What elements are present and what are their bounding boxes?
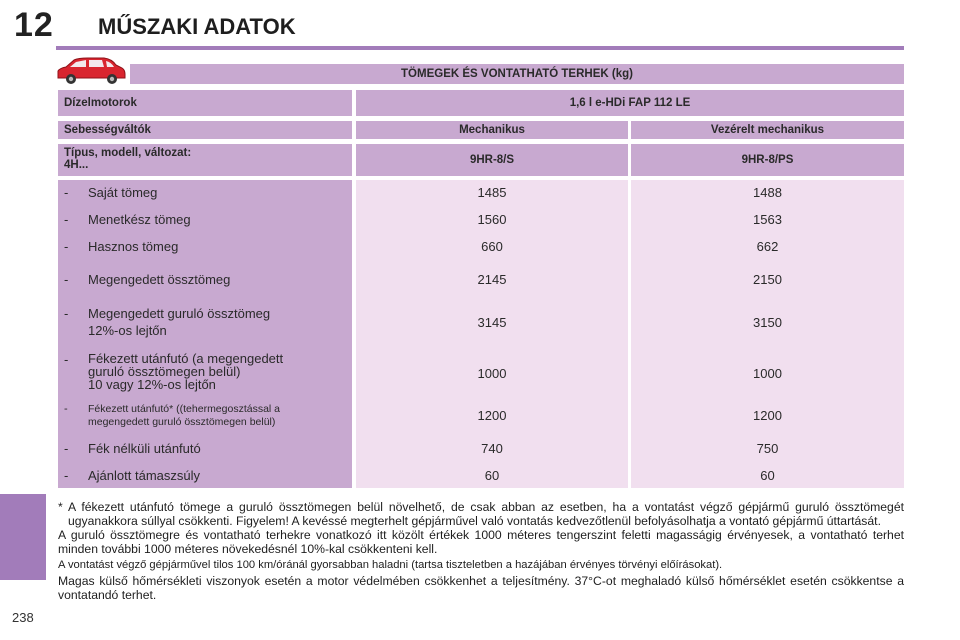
table-row: - Saját tömeg 1485 1488 [58, 185, 904, 201]
row-value-1: 660 [481, 239, 503, 254]
row-dash: - [64, 239, 69, 254]
row-value-2: 750 [756, 441, 779, 456]
row-label: Ajánlott támaszsúly [88, 468, 200, 483]
row-value-1: 740 [481, 441, 503, 456]
table-row: - Hasznos tömeg 660 662 [58, 239, 904, 255]
row-value-1: 1200 [477, 408, 507, 423]
row-label: Menetkész tömeg [88, 212, 191, 227]
type-label: Típus, modell, változat: 4H... [58, 144, 352, 176]
row-label: Hasznos tömeg [88, 239, 179, 254]
row-value-2: 60 [760, 468, 775, 483]
table-row: - Fékezett utánfutó (a megengedett gurul… [58, 352, 904, 396]
type-value-ps: 9HR-8/PS [631, 144, 904, 176]
row-label: Megengedett össztömeg [88, 272, 231, 287]
row-value-2: 2150 [753, 272, 782, 287]
row-value-1: 1485 [477, 185, 507, 200]
engine-value: 1,6 l e-HDi FAP 112 LE [356, 90, 904, 116]
type-label-line1: Típus, modell, változat: [64, 147, 192, 159]
row-value-2: 1000 [753, 366, 782, 381]
gearbox-label: Sebességváltók [58, 121, 352, 139]
row-value-1: 2145 [477, 272, 507, 287]
row-value-2: 662 [756, 239, 779, 254]
speed-note: A vontatást végző gépjárművel tilos 100 … [58, 559, 723, 571]
row-label: Fék nélküli utánfutó [88, 441, 201, 456]
page-number: 238 [12, 610, 34, 625]
table-row: - Fékezett utánfutó* ((tehermegosztással… [58, 403, 904, 431]
row-label-line3: 10 vagy 12%-os lejtőn [88, 377, 216, 392]
body-value-column-1 [356, 180, 628, 488]
footnote-star: * A fékezett utánfutó tömege a guruló ös… [58, 500, 904, 528]
header-rule [56, 46, 904, 50]
type-label-line2: 4H... [64, 159, 89, 171]
row-value-1: 1000 [477, 366, 507, 381]
row-value-1: 3145 [477, 315, 507, 330]
row-label-line2: 12%-os lejtőn [88, 323, 167, 338]
row-value-2: 1563 [753, 212, 782, 227]
temperature-note: Magas külső hőmérsékleti viszonyok eseté… [58, 574, 904, 602]
row-value-2: 1488 [753, 185, 782, 200]
row-label: Fékezett utánfutó* ((tehermegosztással a [88, 403, 281, 415]
altitude-note: A guruló össztömegre és vontatható terhe… [58, 528, 904, 556]
gearbox-automated: Vezérelt mechanikus [631, 121, 904, 139]
row-dash: - [64, 212, 69, 227]
type-value-s: 9HR-8/S [356, 144, 628, 176]
row-value-1: 60 [484, 468, 500, 483]
row-dash: - [64, 185, 69, 200]
row-label: Saját tömeg [88, 185, 158, 200]
table-title: TÖMEGEK ÉS VONTATHATÓ TERHEK (kg) [130, 64, 904, 84]
asterisk: * [58, 500, 63, 514]
row-value-2: 1200 [753, 408, 782, 423]
body-value-column-2 [631, 180, 904, 488]
table-row: - Ajánlott támaszsúly 60 60 [58, 468, 904, 484]
table-row: - Fék nélküli utánfutó 740 750 [58, 441, 904, 457]
chapter-side-tab [0, 494, 46, 580]
gearbox-manual: Mechanikus [356, 121, 628, 139]
engine-label: Dízelmotorok [58, 90, 352, 116]
row-label-line2: megengedett guruló össztömegen belül) [88, 416, 276, 428]
row-dash: - [64, 441, 69, 456]
row-dash: - [64, 352, 69, 367]
row-value-1: 1560 [477, 212, 507, 227]
body-label-column [58, 180, 352, 488]
row-value-2: 3150 [753, 315, 782, 330]
table-row: - Megengedett guruló össztömeg 12%-os le… [58, 306, 904, 340]
row-dash: - [64, 468, 69, 483]
footnotes: * A fékezett utánfutó tömege a guruló ös… [58, 500, 904, 602]
footnote-text: A fékezett utánfutó tömege a guruló össz… [68, 500, 904, 528]
row-dash: - [64, 272, 69, 287]
chapter-number: 12 [14, 6, 54, 44]
row-dash: - [64, 403, 68, 415]
row-dash: - [64, 306, 69, 321]
row-label: Fékezett utánfutó (a megengedett [88, 351, 284, 366]
car-icon [57, 57, 126, 84]
row-label: Megengedett guruló össztömeg [88, 306, 271, 321]
row-label-line2: guruló össztömegen belül) [88, 364, 241, 379]
chapter-title: MŰSZAKI ADATOK [98, 14, 296, 39]
table-row: - Megengedett össztömeg 2145 2150 [58, 272, 904, 288]
table-row: - Menetkész tömeg 1560 1563 [58, 212, 904, 228]
